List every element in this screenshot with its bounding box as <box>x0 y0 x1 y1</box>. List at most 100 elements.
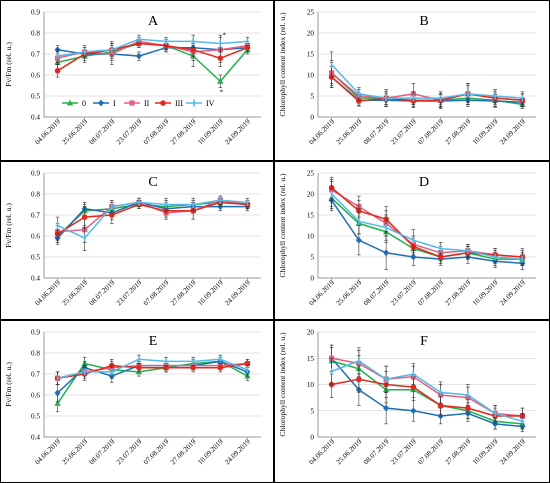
y-tick-label: 0.5 <box>31 413 40 421</box>
data-point <box>465 405 471 411</box>
data-point <box>356 98 362 104</box>
data-point <box>135 52 142 60</box>
y-tick-label: 0.4 <box>31 275 40 283</box>
legend-label: III <box>175 99 183 108</box>
y-tick-label: 0.7 <box>31 212 40 220</box>
chart-panel-f: 0510152004.06.201925.06.201908.07.201923… <box>274 320 550 483</box>
y-tick-label: 20 <box>307 329 315 337</box>
y-tick-label: 0.9 <box>31 9 40 17</box>
series-IV <box>55 354 250 385</box>
series-line <box>331 193 523 260</box>
legend-label: II <box>144 99 150 108</box>
y-tick-label: 0.7 <box>31 371 40 379</box>
panel-border <box>274 161 550 320</box>
data-point <box>217 364 224 371</box>
series-line <box>57 201 248 235</box>
y-tick-label: 0.8 <box>31 350 40 358</box>
data-point <box>356 376 362 383</box>
panel-label: A <box>148 14 159 29</box>
y-tick-label: 25 <box>307 9 315 17</box>
data-point <box>109 212 115 218</box>
y-tick-label: 0.5 <box>31 93 40 101</box>
data-point <box>217 55 224 61</box>
y-tick-label: 20 <box>307 30 315 38</box>
panel-label: E <box>149 334 158 349</box>
y-tick-label: 0.8 <box>31 191 40 199</box>
y-tick-label: 0.6 <box>31 392 40 400</box>
panel-border <box>274 0 550 161</box>
y-tick-label: 10 <box>307 381 315 389</box>
legend-label: I <box>113 99 116 108</box>
chart-panel-b: 051015202504.06.201925.06.201908.07.2019… <box>274 0 550 161</box>
y-tick-label: 0.4 <box>31 114 40 122</box>
data-point <box>81 214 88 220</box>
y-tick-label: 0.9 <box>31 329 40 337</box>
data-point <box>437 254 444 260</box>
series-line <box>57 199 248 240</box>
series-IV <box>55 195 250 251</box>
series-line <box>57 201 248 239</box>
series-line <box>331 76 523 102</box>
data-point <box>136 364 142 371</box>
series-line <box>331 199 523 265</box>
data-point <box>383 249 390 257</box>
data-point <box>355 236 362 244</box>
series-line <box>331 378 523 417</box>
y-tick-label: 5 <box>310 254 314 262</box>
legend-swatch-marker <box>160 100 166 106</box>
series-IV <box>55 34 250 63</box>
data-point <box>244 360 251 367</box>
panel-border <box>274 320 550 483</box>
y-tick-label: 0 <box>310 114 314 122</box>
series-line <box>331 197 523 260</box>
panel-border <box>0 161 274 320</box>
y-tick-label: 0.6 <box>31 233 40 241</box>
panel-label: F <box>420 334 428 349</box>
legend-label: 0 <box>82 99 86 108</box>
series-line <box>57 358 248 379</box>
y-tick-label: 0.7 <box>31 51 40 59</box>
y-tick-label: 20 <box>307 191 315 199</box>
legend-swatch-marker <box>66 99 74 106</box>
chart-panel-a: 0.40.50.60.70.80.904.06.201925.06.201908… <box>0 0 274 161</box>
y-axis-title: Chlorophyll content index (rel. u.) <box>278 12 287 117</box>
series-line <box>331 360 523 422</box>
y-tick-label: 0 <box>310 275 314 283</box>
data-point <box>54 389 61 397</box>
y-axis-title: Chlorophyll content index (rel. u.) <box>278 332 287 437</box>
series-IV <box>329 181 525 266</box>
y-tick-label: 15 <box>307 212 315 220</box>
series-line <box>331 63 523 99</box>
series-line <box>331 187 523 258</box>
data-point <box>244 44 251 51</box>
panel-label: B <box>419 14 428 29</box>
y-tick-label: 25 <box>307 170 315 178</box>
legend-swatch-marker <box>98 99 104 107</box>
y-tick-label: 0.6 <box>31 72 40 80</box>
y-tick-label: 5 <box>310 93 314 101</box>
y-tick-label: 10 <box>307 72 315 80</box>
series-IV <box>329 51 525 107</box>
data-point <box>217 78 224 84</box>
y-tick-label: 0.9 <box>31 170 40 178</box>
legend: 0 I II III IV <box>62 99 215 108</box>
series-line <box>57 42 248 72</box>
y-tick-label: 0.8 <box>31 30 40 38</box>
chart-panel-d: 051015202504.06.201925.06.201908.07.2019… <box>274 161 550 320</box>
data-point <box>437 402 444 409</box>
series-line <box>57 38 248 57</box>
legend-swatch-marker <box>129 100 135 106</box>
data-point <box>54 68 61 74</box>
y-tick-label: 10 <box>307 233 315 241</box>
panel-label: D <box>419 175 429 190</box>
data-point <box>410 384 417 390</box>
y-tick-label: 5 <box>310 407 314 415</box>
data-point <box>163 364 169 371</box>
y-tick-label: 15 <box>307 355 315 363</box>
panel-border <box>0 320 274 483</box>
legend-label: IV <box>206 99 215 108</box>
y-axis-title: Fv/Fm (rel. u.) <box>4 42 13 87</box>
y-tick-label: 0.5 <box>31 254 40 262</box>
y-axis-title: Fv/Fm (rel. u.) <box>4 203 13 248</box>
